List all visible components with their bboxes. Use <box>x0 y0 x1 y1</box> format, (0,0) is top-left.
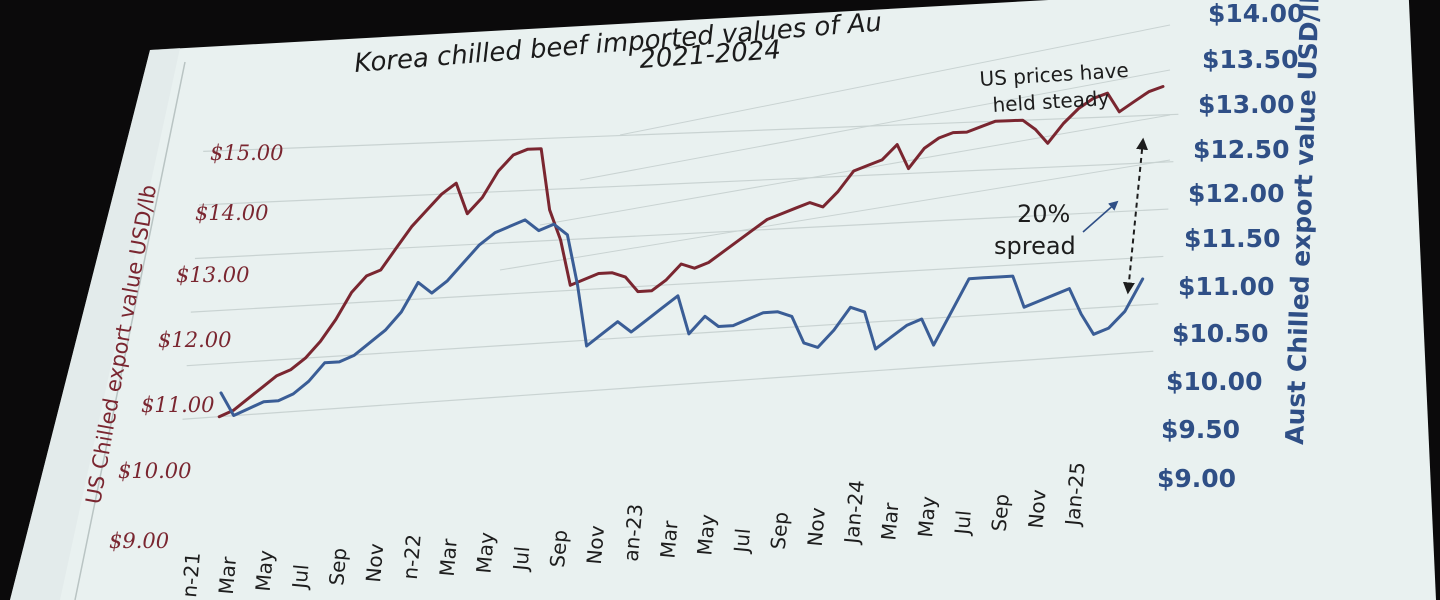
series-line-aust <box>219 218 1145 417</box>
x-tick-label: Nov <box>361 542 388 583</box>
right-tick-label: $14.00 <box>1208 0 1304 28</box>
x-tick-label: May <box>471 531 499 574</box>
gridline-upper <box>579 69 1171 181</box>
x-tick-label: Mar <box>876 501 903 541</box>
right-tick-label: $12.00 <box>1188 179 1284 208</box>
x-tick-label: Mar <box>435 537 462 577</box>
left-tick-label: $13.00 <box>176 263 249 287</box>
x-tick-label: Sep <box>987 493 1014 533</box>
left-axis-ticks: $15.00 $14.00 $13.00 $12.00 $11.00 $10.00 $9.0… <box>109 141 283 553</box>
projection-screen <box>10 0 1436 600</box>
x-tick-label: May <box>251 549 279 592</box>
annotation-spread-pct: 20% <box>1017 200 1070 228</box>
gridline-upper <box>499 159 1171 271</box>
x-tick-label: May <box>913 495 941 538</box>
gridline <box>190 255 1164 313</box>
series-line-us <box>217 85 1165 419</box>
right-axis-ticks: $14.00 $13.50 $13.00 $12.50 $12.00 $11.50 $11.… <box>1157 0 1304 493</box>
x-tick-label: Jan-25 <box>1060 461 1090 528</box>
right-tick-label: $13.50 <box>1202 45 1298 74</box>
left-tick-label: $12.00 <box>158 328 231 352</box>
right-tick-label: $12.50 <box>1193 135 1289 164</box>
right-tick-label: $10.00 <box>1166 367 1262 396</box>
left-tick-label: $15.00 <box>210 141 283 165</box>
series-lines <box>217 85 1165 419</box>
gridline <box>182 350 1154 420</box>
spread-arrow <box>1122 137 1149 295</box>
x-tick-label: Nov <box>582 524 609 565</box>
right-tick-label: $10.50 <box>1172 319 1268 348</box>
x-tick-label: Nov <box>1023 488 1050 529</box>
x-tick-label: May <box>692 513 720 556</box>
left-tick-label: $14.00 <box>195 201 268 225</box>
left-tick-label: $9.00 <box>109 529 169 553</box>
gridline <box>194 208 1169 260</box>
x-tick-label: n-21 <box>177 551 205 598</box>
x-tick-label: Jul <box>950 509 976 537</box>
x-tick-label: Sep <box>766 511 793 551</box>
x-tick-label: Nov <box>803 506 830 547</box>
x-axis-labels: n-21 Mar May Jul Sep Nov n-22 Mar May Jul Sep Nov an… <box>177 461 1090 598</box>
spread-pointer-arrow <box>1082 200 1119 233</box>
gridline-upper <box>619 24 1171 136</box>
x-tick-label: Mar <box>214 555 241 595</box>
left-tick-label: $11.00 <box>141 393 214 417</box>
x-tick-label: an-23 <box>619 503 648 562</box>
screen-frame-edge <box>10 48 180 600</box>
x-tick-label: Mar <box>655 519 682 559</box>
x-tick-label: Sep <box>324 547 351 587</box>
x-tick-label: Jan-24 <box>839 479 869 546</box>
right-tick-label: $9.00 <box>1157 464 1236 493</box>
annotation-spread-word: spread <box>994 232 1076 260</box>
x-tick-label: n-22 <box>398 533 426 580</box>
right-tick-label: $9.50 <box>1161 415 1240 444</box>
right-tick-label: $11.50 <box>1184 224 1280 253</box>
x-tick-label: Jul <box>508 545 534 573</box>
plot-frame-left <box>74 61 186 600</box>
right-tick-label: $11.00 <box>1178 272 1274 301</box>
gridline <box>186 303 1159 367</box>
gridline <box>199 161 1174 206</box>
x-tick-label: Jul <box>287 563 313 591</box>
x-tick-label: Sep <box>545 529 572 569</box>
left-tick-label: $10.00 <box>118 459 191 483</box>
right-tick-label: $13.00 <box>1198 90 1294 119</box>
x-tick-label: Jul <box>729 527 755 555</box>
